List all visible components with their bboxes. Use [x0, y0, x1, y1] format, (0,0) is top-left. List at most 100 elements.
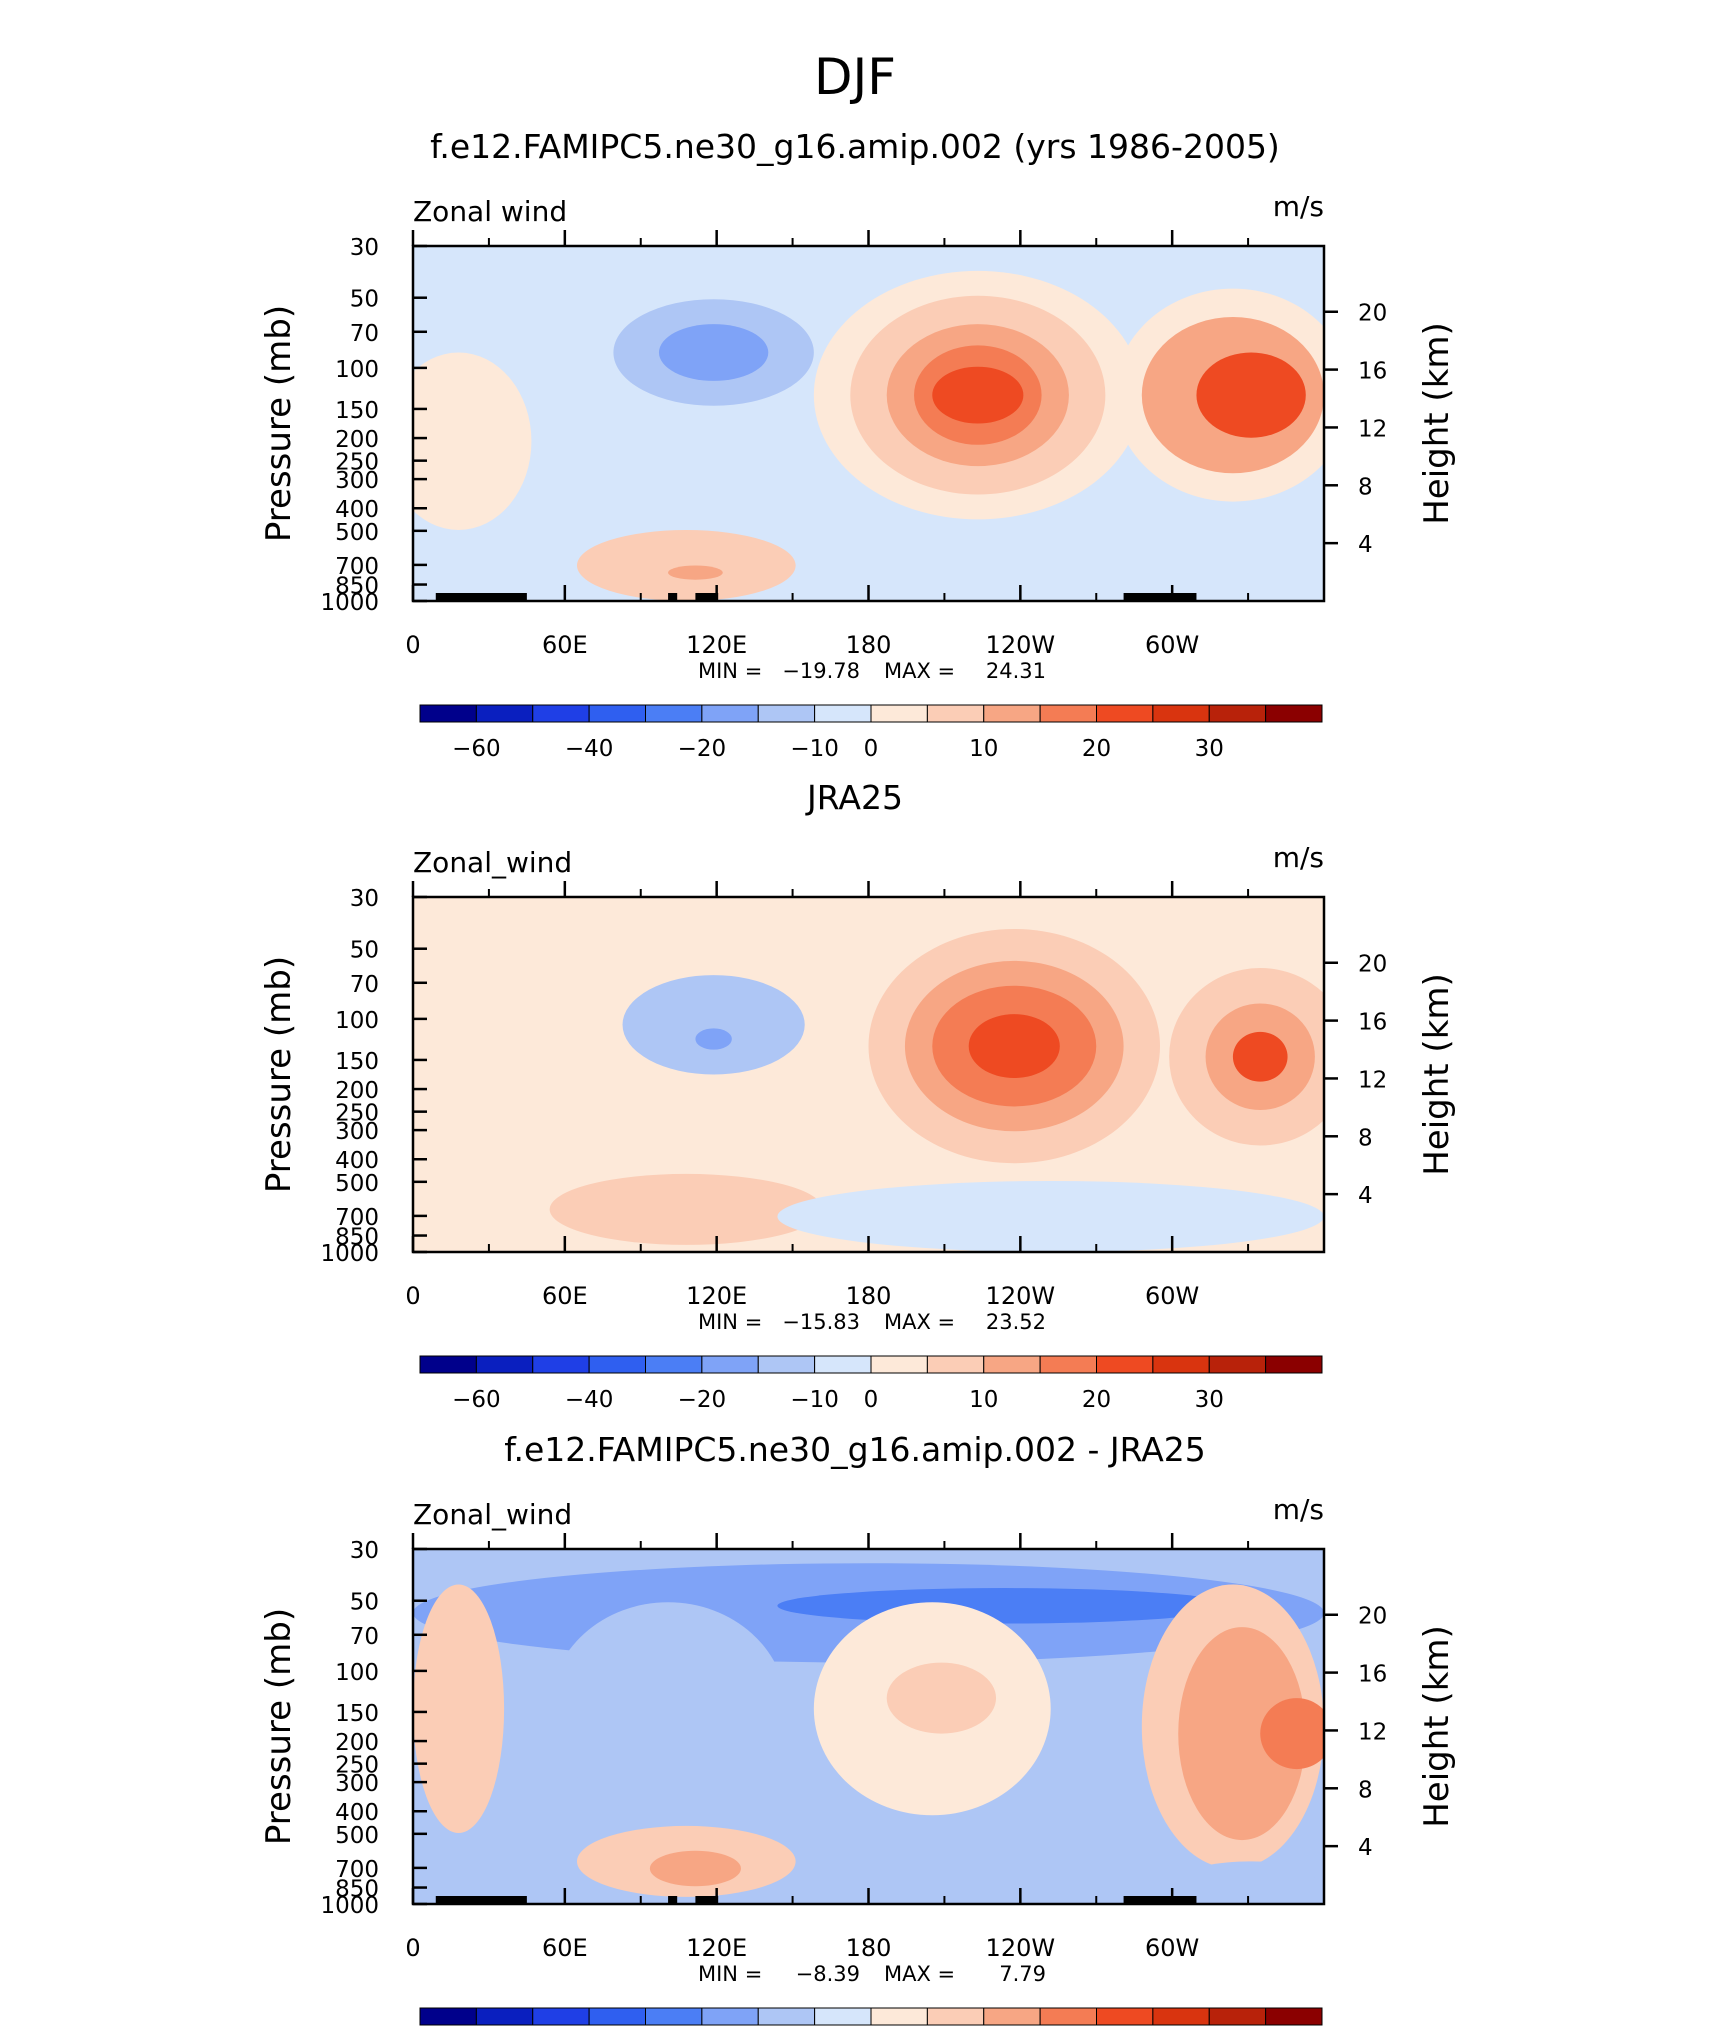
y-tick-label: 500 [335, 520, 379, 546]
panel-title: JRA25 [805, 778, 903, 817]
contour-region [413, 1584, 505, 1833]
y-tick-label: 1000 [320, 1893, 379, 1919]
colorbar-box [757, 1355, 816, 1374]
y-tick-label: 50 [350, 1590, 379, 1616]
x-tick-label: 120W [986, 1282, 1056, 1310]
colorbar-box [419, 1355, 477, 1374]
contour-field [413, 897, 1324, 1252]
contour-region [1232, 1031, 1288, 1082]
y-tick-label: 250 [335, 450, 379, 476]
units-label: m/s [1273, 1493, 1324, 1526]
colorbar-tick-label: −40 [565, 736, 614, 762]
y-tick-label: 70 [350, 972, 379, 998]
colorbar-box [1208, 2007, 1267, 2026]
y-tick-right-label: 16 [1358, 1010, 1387, 1036]
y-tick-right-label: 20 [1358, 1604, 1387, 1630]
contour-region [932, 366, 1024, 424]
topography [1123, 1896, 1197, 1904]
panels: f.e12.FAMIPC5.ne30_g16.amip.002 (yrs 198… [259, 127, 1457, 2026]
max-label: MAX = [884, 659, 955, 683]
colorbar-box [926, 1355, 985, 1374]
panel-title: f.e12.FAMIPC5.ne30_g16.amip.002 (yrs 198… [430, 127, 1280, 166]
max-value: 24.31 [986, 659, 1046, 683]
y-tick-label: 300 [335, 1119, 379, 1145]
colorbar-tick-label: 30 [1195, 736, 1224, 762]
x-tick-label: 120E [686, 631, 747, 659]
colorbar-box [1265, 1355, 1323, 1374]
panel-title: f.e12.FAMIPC5.ne30_g16.amip.002 - JRA25 [504, 1430, 1206, 1469]
colorbar-box [419, 704, 477, 723]
figure-title: DJF [814, 48, 896, 106]
contour-region [1187, 1861, 1315, 1890]
contour-region [649, 1850, 741, 1887]
y-tick-label: 150 [335, 398, 379, 424]
colorbar-box [926, 704, 985, 723]
y-tick-label: 250 [335, 1101, 379, 1127]
panel-2: JRA25 Zonal_wind m/s 0 60E 120E 180 120W 60W 30 50… [259, 778, 1457, 1413]
y-tick-right-label: 16 [1358, 1662, 1387, 1688]
contour-region [1260, 1698, 1324, 1770]
colorbar-tick-label: −20 [678, 736, 727, 762]
variable-label: Zonal_wind [413, 1498, 572, 1531]
y-tick-label: 70 [350, 1624, 379, 1650]
topography [484, 593, 512, 601]
y-tick-label: 1000 [320, 1241, 379, 1267]
colorbar-box [814, 1355, 872, 1374]
contour-region [576, 530, 796, 601]
y-tick-label: 400 [335, 497, 379, 523]
colorbar-tick-label: −10 [790, 1387, 839, 1413]
y-axis-label: Pressure (mb) [259, 1608, 299, 1845]
colorbar-box [588, 1355, 646, 1374]
colorbar-box [757, 704, 816, 723]
y-tick-label: 50 [350, 287, 379, 313]
y-tick-label: 700 [335, 1857, 379, 1883]
y-tick-right-label: 16 [1358, 359, 1387, 385]
y-tick-label: 100 [335, 357, 379, 383]
contour-region [658, 324, 769, 381]
contour-region [1196, 352, 1306, 438]
y-tick-label: 400 [335, 1148, 379, 1174]
y-tick-right-label: 4 [1358, 1835, 1373, 1861]
y-axis-label: Pressure (mb) [259, 956, 299, 1193]
y-tick-label: 700 [335, 1205, 379, 1231]
variable-label: Zonal wind [413, 195, 567, 228]
units-label: m/s [1273, 841, 1324, 874]
colorbar-tick-label: 20 [1082, 736, 1111, 762]
y-tick-label: 100 [335, 1008, 379, 1034]
max-label: MAX = [884, 1962, 955, 1986]
min-value: −15.83 [782, 1310, 860, 1334]
colorbar-box [1208, 1355, 1267, 1374]
colorbar-tick-label: 10 [969, 736, 998, 762]
colorbar-box [1208, 704, 1267, 723]
contour-region [668, 565, 723, 580]
colorbar-box [701, 704, 759, 723]
colorbar-box [1152, 2007, 1210, 2026]
min-label: MIN = [698, 1962, 762, 1986]
colorbar-box [1265, 2007, 1323, 2026]
y-tick-label: 200 [335, 1730, 379, 1756]
y-tick-label: 300 [335, 468, 379, 494]
x-tick-label: 180 [846, 1934, 892, 1962]
colorbar-tick-label: −60 [452, 1387, 501, 1413]
colorbar-box [1039, 1355, 1097, 1374]
y-tick-label: 100 [335, 1660, 379, 1686]
colorbar-tick-label: −40 [565, 1387, 614, 1413]
contour-field [413, 1549, 1324, 1904]
y-tick-label: 200 [335, 1078, 379, 1104]
colorbar-box [1039, 704, 1097, 723]
colorbar-box [870, 1355, 928, 1374]
max-value: 7.79 [999, 1962, 1046, 1986]
colorbar-box [645, 2007, 703, 2026]
y-tick-right-label: 4 [1358, 1183, 1373, 1209]
max-value: 23.52 [986, 1310, 1046, 1334]
colorbar-tick-label: 10 [969, 1387, 998, 1413]
colorbar-box [588, 2007, 646, 2026]
colorbar-tick-label: 0 [864, 1387, 879, 1413]
y-tick-label: 50 [350, 938, 379, 964]
y-axis-right-label: Height (km) [1417, 973, 1457, 1176]
y-axis-right-label: Height (km) [1417, 1625, 1457, 1828]
y-tick-label: 250 [335, 1753, 379, 1779]
y-tick-label: 850 [335, 1225, 379, 1251]
y-tick-right-label: 8 [1358, 474, 1373, 500]
y-tick-label: 400 [335, 1800, 379, 1826]
